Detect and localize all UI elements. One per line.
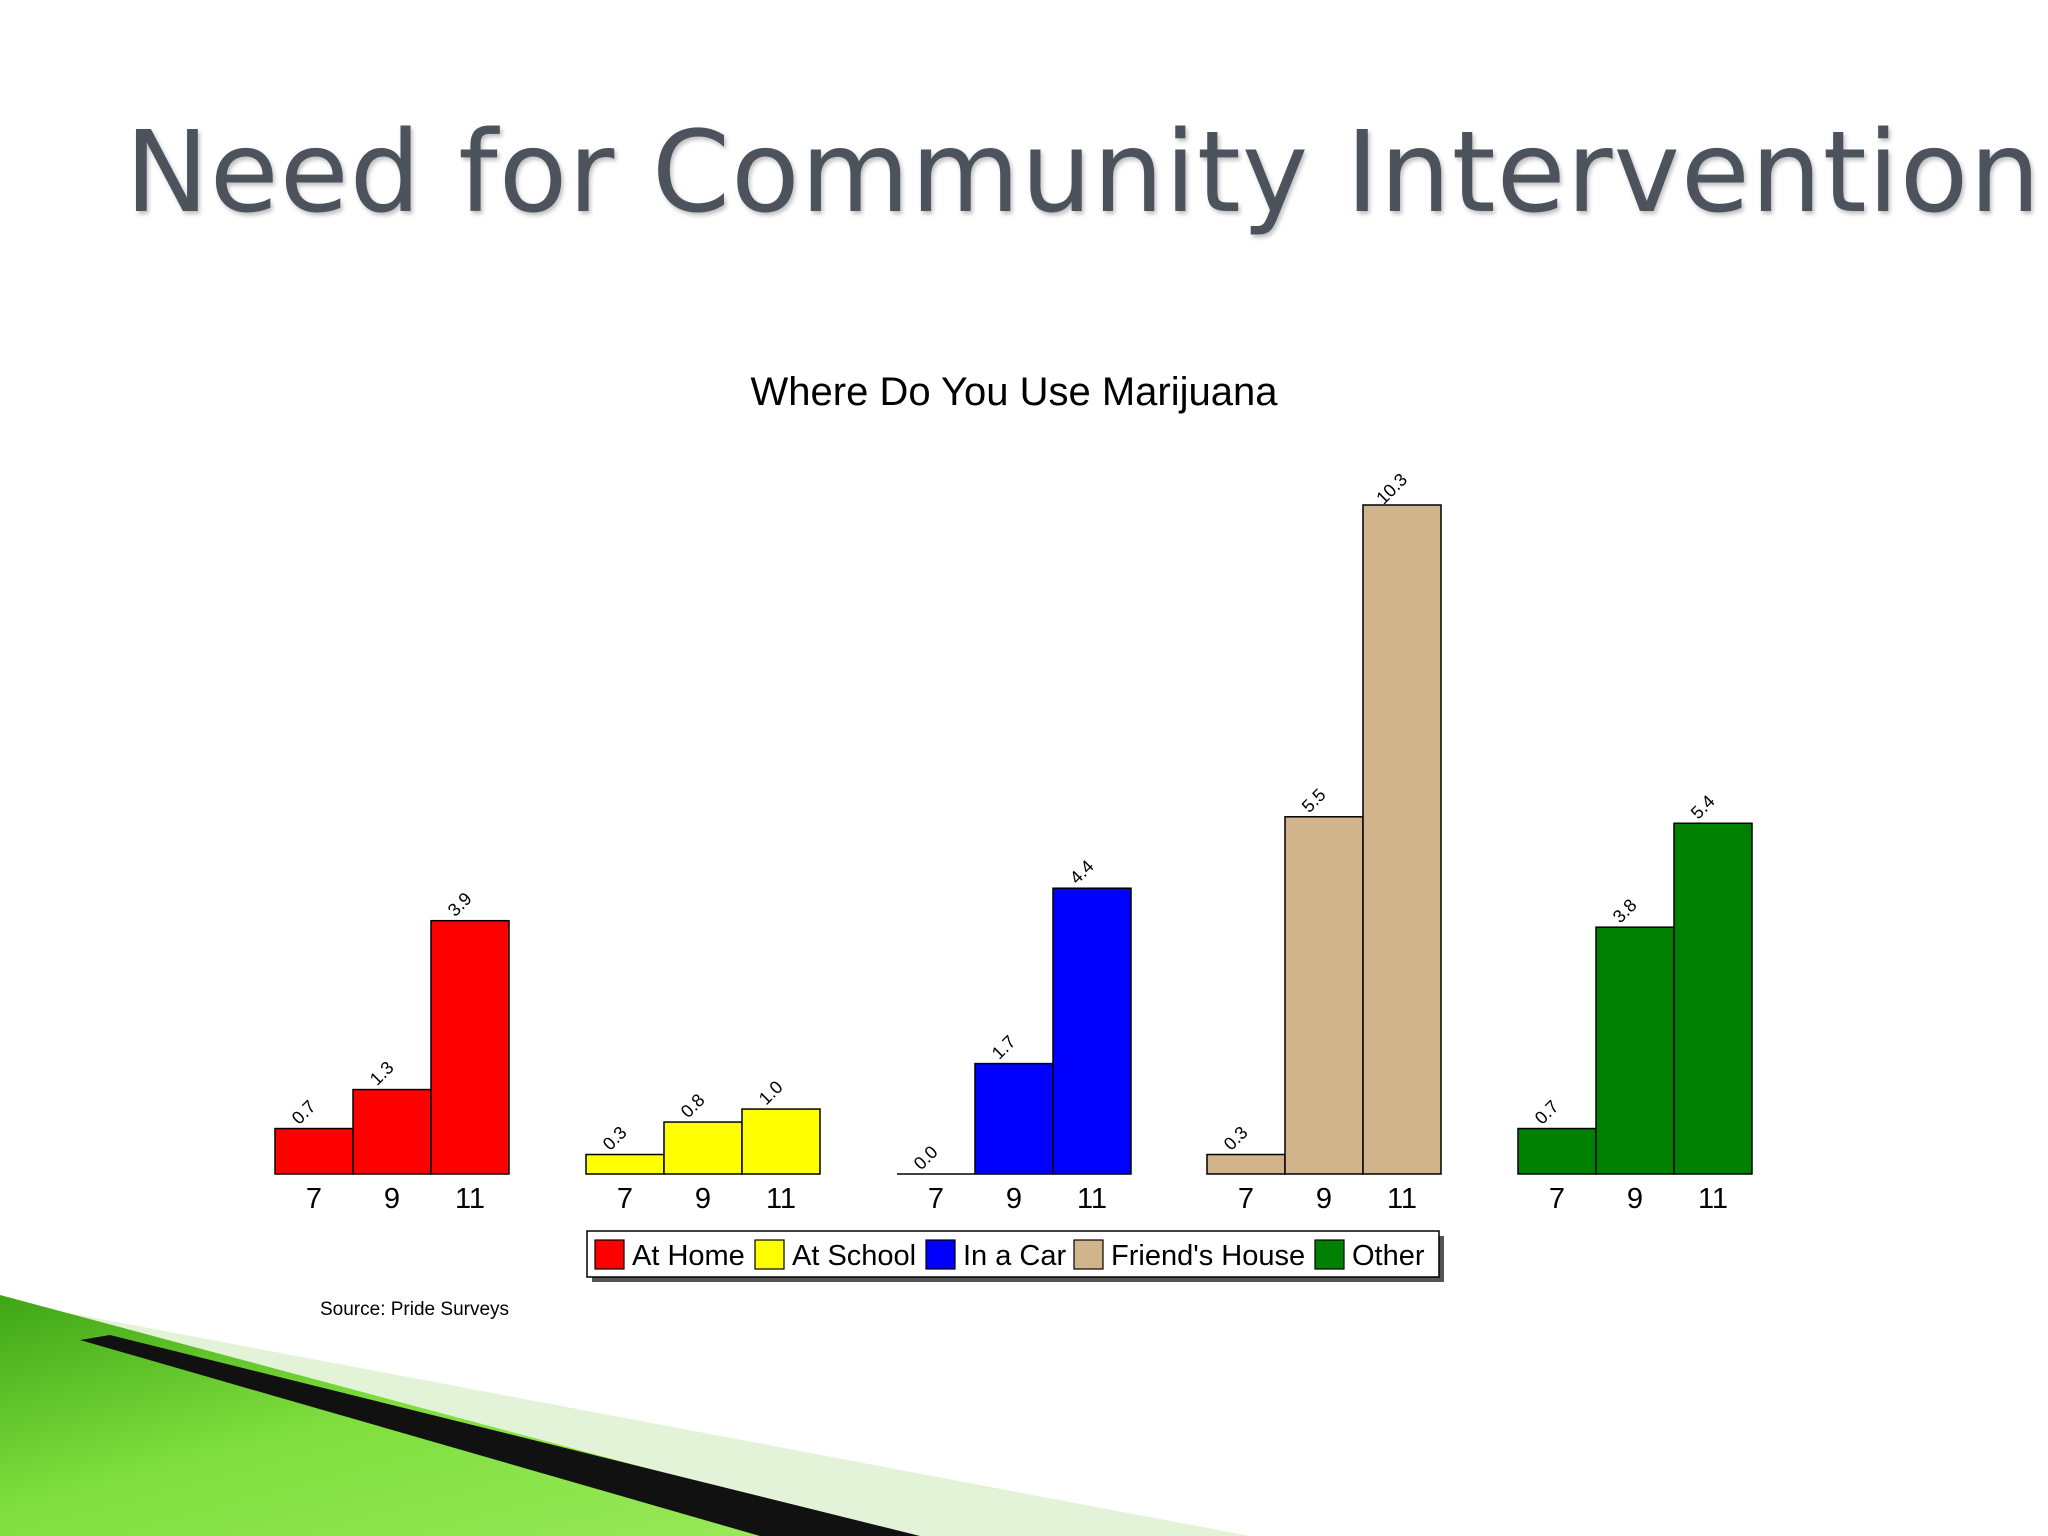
slide-title: Need for Community Intervention xyxy=(125,108,2042,238)
x-tick-label: 7 xyxy=(928,1183,944,1215)
legend: At Home At School In a Car Friend's House Ot… xyxy=(586,1230,1444,1282)
legend-label: Other xyxy=(1352,1240,1425,1272)
bar xyxy=(663,1121,743,1175)
x-tick-label: 9 xyxy=(384,1183,400,1215)
bar xyxy=(1517,1127,1597,1175)
legend-swatch xyxy=(925,1239,956,1270)
chart-title: Where Do You Use Marijuana xyxy=(751,370,1279,414)
bar xyxy=(1673,822,1753,1175)
x-tick-label: 11 xyxy=(1698,1183,1728,1215)
bar-group-at-school: 0.370.891.011 xyxy=(585,1077,821,1215)
legend-swatch xyxy=(754,1239,785,1270)
x-tick-label: 9 xyxy=(1316,1183,1332,1215)
bar-group-in-a-car: 0.071.794.411 xyxy=(897,856,1132,1215)
legend-swatch xyxy=(1073,1239,1104,1270)
bar xyxy=(1052,887,1132,1175)
bar xyxy=(274,1127,354,1175)
x-tick-label: 7 xyxy=(306,1183,322,1215)
source-note: Source: Pride Surveys xyxy=(320,1299,509,1320)
legend-label: At Home xyxy=(632,1240,745,1272)
x-tick-label: 11 xyxy=(766,1183,796,1215)
bar xyxy=(741,1108,821,1175)
legend-swatch xyxy=(594,1239,625,1270)
legend-label: In a Car xyxy=(963,1240,1066,1272)
bar xyxy=(1362,504,1442,1175)
x-tick-label: 7 xyxy=(1238,1183,1254,1215)
x-tick-label: 9 xyxy=(1627,1183,1643,1215)
x-tick-label: 9 xyxy=(1006,1183,1022,1215)
x-tick-label: 7 xyxy=(617,1183,633,1215)
x-tick-label: 11 xyxy=(1387,1183,1417,1215)
x-tick-label: 9 xyxy=(695,1183,711,1215)
bar xyxy=(974,1062,1054,1175)
legend-label: At School xyxy=(792,1240,916,1272)
bar xyxy=(1284,816,1364,1175)
legend-box xyxy=(586,1230,1440,1278)
legend-swatch xyxy=(1314,1239,1345,1270)
legend-label: Friend's House xyxy=(1111,1240,1305,1272)
x-tick-label: 11 xyxy=(455,1183,485,1215)
bar xyxy=(1595,926,1675,1175)
bar xyxy=(352,1088,432,1175)
bar xyxy=(430,919,510,1175)
x-tick-label: 11 xyxy=(1077,1183,1107,1215)
x-tick-label: 7 xyxy=(1549,1183,1565,1215)
dark-swoosh xyxy=(80,1335,920,1536)
